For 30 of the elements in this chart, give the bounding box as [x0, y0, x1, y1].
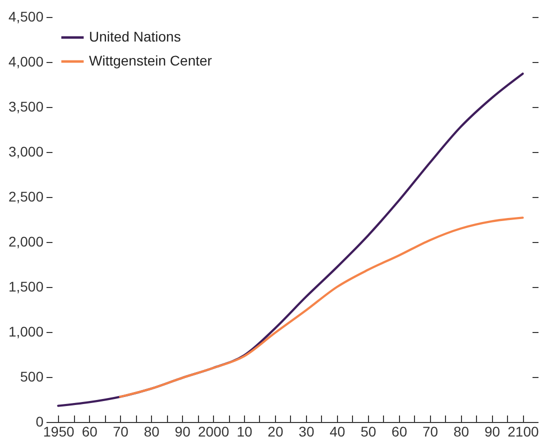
- x-tick-label: 60: [392, 424, 408, 440]
- x-tick-label: 90: [484, 424, 500, 440]
- y-tick-label: 500: [20, 368, 44, 384]
- x-tick-label: 60: [82, 424, 98, 440]
- x-tick-label: 1950: [43, 424, 74, 440]
- y-tick-label: 2,500: [8, 188, 44, 204]
- x-tick-label: 70: [112, 424, 129, 440]
- x-tick-label: 2000: [198, 424, 230, 440]
- legend-label: Wittgenstein Center: [89, 52, 212, 68]
- line-series: [119, 216, 524, 398]
- y-tick-label: 4,500: [8, 8, 44, 24]
- y-tick-label: 0: [36, 414, 44, 430]
- y-tick-label: 1,000: [8, 324, 44, 340]
- line-series: [57, 72, 524, 407]
- x-tick-label: 30: [298, 424, 314, 440]
- x-tick-label: 40: [330, 424, 346, 440]
- legend-label: United Nations: [89, 28, 181, 44]
- y-tick-label: 3,000: [8, 144, 44, 160]
- y-tick-label: 4,000: [8, 54, 44, 70]
- y-tick-label: 1,500: [8, 278, 44, 294]
- x-tick-label: 20: [268, 424, 284, 440]
- x-tick-label: 2100: [508, 424, 539, 440]
- x-tick-label: 80: [453, 424, 470, 440]
- x-tick-label: 70: [422, 424, 438, 440]
- x-tick-label: 10: [236, 424, 252, 440]
- y-tick-label: 2,000: [8, 234, 44, 250]
- x-tick-label: 80: [144, 424, 160, 440]
- x-tick-label: 90: [174, 424, 191, 440]
- y-tick-label: 3,500: [8, 98, 44, 114]
- x-tick-label: 50: [360, 424, 376, 440]
